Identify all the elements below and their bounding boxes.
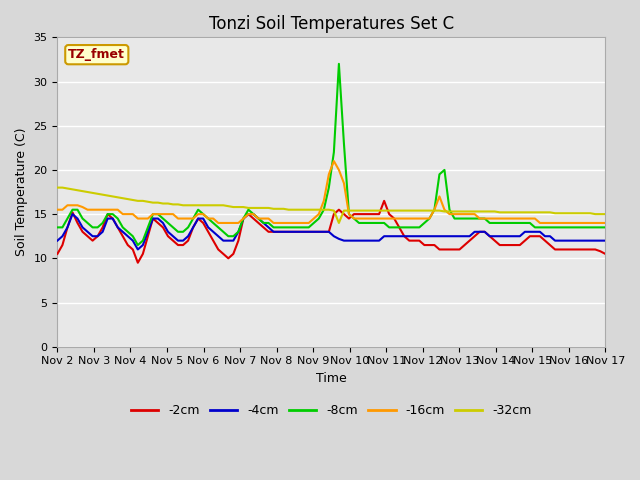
X-axis label: Time: Time — [316, 372, 347, 385]
Legend: -2cm, -4cm, -8cm, -16cm, -32cm: -2cm, -4cm, -8cm, -16cm, -32cm — [126, 399, 537, 422]
Title: Tonzi Soil Temperatures Set C: Tonzi Soil Temperatures Set C — [209, 15, 454, 33]
Text: TZ_fmet: TZ_fmet — [68, 48, 125, 61]
Y-axis label: Soil Temperature (C): Soil Temperature (C) — [15, 128, 28, 256]
